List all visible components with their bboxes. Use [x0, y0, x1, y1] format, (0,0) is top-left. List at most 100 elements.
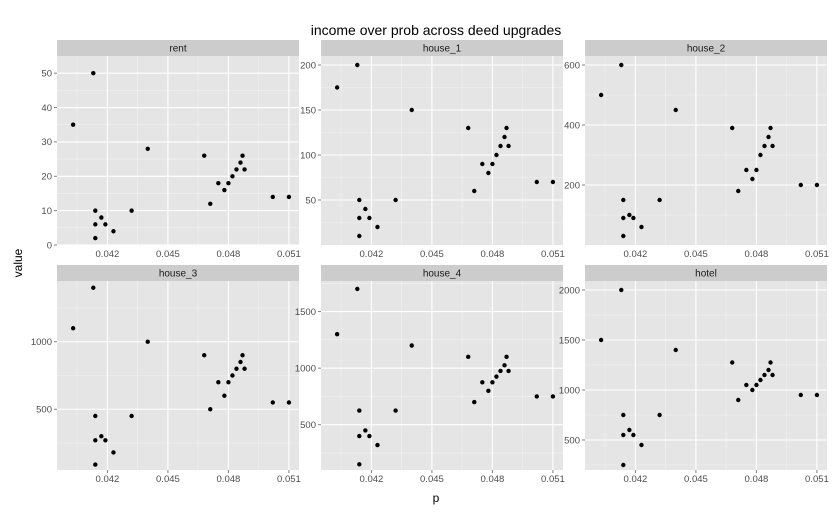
data-point	[486, 170, 491, 176]
data-point	[145, 146, 150, 151]
data-point	[504, 125, 509, 131]
data-point	[70, 122, 76, 127]
data-point	[91, 70, 96, 76]
data-point	[621, 233, 626, 239]
data-point	[754, 167, 759, 173]
data-point	[621, 432, 626, 438]
y-tick-label: 150	[300, 105, 316, 116]
data-point	[730, 360, 735, 365]
data-point	[226, 180, 231, 186]
data-point	[744, 167, 749, 173]
data-point	[639, 224, 644, 230]
data-point	[393, 197, 398, 203]
data-point	[363, 428, 368, 433]
x-tick-label: 0.045	[156, 249, 180, 260]
x-tick-label: 0.042	[360, 474, 384, 485]
panel-rent: rent 0.042 0.045 0.048 0.051 0 10 20 30 40 50	[41, 40, 301, 260]
data-point	[766, 367, 771, 373]
x-tick-label: 0.042	[360, 249, 384, 260]
x-tick-label: 0.042	[96, 249, 120, 260]
data-point	[375, 224, 380, 230]
data-point	[480, 380, 485, 385]
y-tick-label: 40	[41, 103, 52, 114]
x-tick-label: 0.045	[420, 474, 444, 485]
y-tick-label: 50	[305, 195, 316, 206]
data-point	[466, 125, 471, 131]
data-point	[334, 331, 340, 337]
data-point	[357, 408, 362, 413]
data-point	[111, 229, 116, 234]
data-point	[208, 407, 213, 412]
data-point	[598, 337, 604, 343]
data-point	[202, 153, 207, 158]
data-point	[393, 408, 398, 413]
data-point	[621, 215, 626, 221]
panel-house_2: house_2 0.042 0.045 0.048 0.051 200 400 600	[564, 40, 829, 260]
data-point	[367, 433, 372, 439]
data-point	[93, 222, 98, 227]
data-point	[621, 412, 626, 418]
data-point	[598, 92, 604, 98]
data-point	[798, 182, 803, 188]
y-tick-label: 1000	[31, 337, 52, 348]
data-point	[627, 427, 632, 433]
data-point	[355, 62, 360, 68]
data-point	[238, 160, 243, 165]
data-point	[486, 388, 491, 393]
data-point	[93, 208, 98, 213]
strip-label-hotel: hotel	[695, 269, 717, 280]
data-point	[627, 212, 632, 218]
data-point	[770, 143, 775, 149]
data-point	[494, 374, 499, 379]
strip-hotel	[585, 265, 827, 281]
x-tick-label: 0.051	[277, 249, 301, 260]
data-point	[355, 286, 360, 292]
y-tick-label: 10	[41, 206, 52, 217]
y-tick-label: 1500	[295, 307, 316, 318]
data-point	[93, 438, 98, 443]
data-point	[480, 161, 485, 167]
data-point	[472, 188, 477, 194]
data-point	[754, 382, 759, 388]
data-point	[766, 134, 771, 140]
y-tick-label: 500	[564, 435, 580, 446]
data-point	[736, 188, 741, 194]
x-tick-label: 0.045	[684, 474, 708, 485]
plot-area-hotel	[585, 281, 827, 470]
x-tick-label: 0.051	[541, 249, 565, 260]
data-point	[238, 359, 243, 365]
data-point	[504, 354, 509, 360]
data-point	[730, 125, 735, 131]
data-point	[550, 179, 556, 185]
x-tick-label: 0.048	[481, 474, 505, 485]
y-tick-label: 1000	[559, 385, 580, 396]
data-point	[758, 377, 763, 383]
data-point	[216, 180, 221, 186]
data-point	[657, 197, 662, 203]
data-point	[409, 343, 414, 348]
data-point	[673, 347, 678, 353]
data-point	[234, 167, 239, 172]
data-point	[357, 215, 362, 221]
data-point	[506, 143, 511, 149]
data-point	[506, 368, 511, 374]
data-point	[202, 353, 207, 358]
data-point	[550, 394, 556, 399]
x-tick-label: 0.051	[541, 474, 565, 485]
data-point	[770, 372, 775, 378]
data-point	[208, 201, 213, 206]
data-point	[673, 107, 678, 113]
data-point	[230, 373, 235, 378]
strip-house_4	[321, 265, 563, 281]
strip-label-house_3: house_3	[159, 269, 198, 280]
data-point	[768, 360, 773, 365]
x-tick-label: 0.048	[217, 249, 241, 260]
data-point	[758, 152, 763, 158]
data-point	[242, 167, 247, 172]
plot-area-rent	[57, 56, 299, 245]
data-point	[750, 387, 755, 393]
data-point	[619, 287, 624, 293]
data-point	[367, 215, 372, 221]
data-point	[494, 152, 499, 158]
data-point	[129, 208, 134, 213]
